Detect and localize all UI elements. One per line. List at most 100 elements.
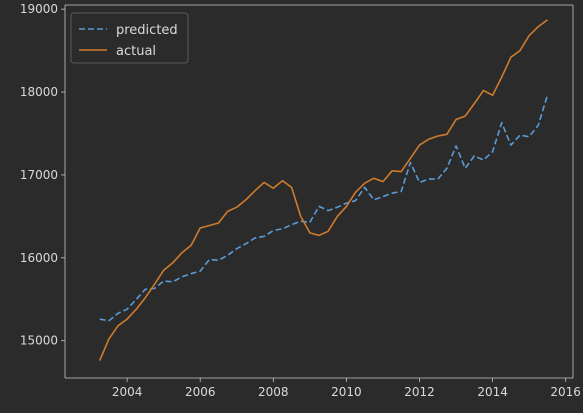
data-point-predicted <box>199 270 201 272</box>
data-point-actual <box>181 252 183 254</box>
data-point-predicted <box>273 230 275 232</box>
y-tick-label: 16000 <box>20 251 58 265</box>
x-tick-label: 2004 <box>112 385 143 399</box>
data-point-actual <box>391 170 393 172</box>
data-point-actual <box>145 297 147 299</box>
data-point-predicted <box>282 228 284 230</box>
data-point-predicted <box>346 202 348 204</box>
data-point-predicted <box>236 248 238 250</box>
data-point-actual <box>519 50 521 52</box>
data-point-actual <box>373 177 375 179</box>
data-point-actual <box>209 225 211 227</box>
data-point-actual <box>236 206 238 208</box>
series-line-predicted <box>99 95 549 322</box>
data-point-predicted <box>117 313 119 315</box>
data-point-actual <box>492 95 494 97</box>
data-point-actual <box>163 269 165 271</box>
axes-layer <box>64 4 574 379</box>
data-point-predicted <box>209 259 211 261</box>
data-point-predicted <box>172 281 174 283</box>
data-point-predicted <box>510 144 512 146</box>
data-point-predicted <box>136 299 138 301</box>
data-point-predicted <box>309 221 311 223</box>
data-point-actual <box>428 139 430 141</box>
data-point-predicted <box>483 159 485 161</box>
x-ticks: 2004 2006 2008 2010 2012 2014 2016 <box>112 378 581 399</box>
data-point-actual <box>501 76 503 78</box>
data-point-predicted <box>455 145 457 147</box>
legend-label-predicted: predicted <box>116 23 178 38</box>
data-point-predicted <box>154 288 156 290</box>
data-point-predicted <box>547 95 549 97</box>
data-point-actual <box>172 262 174 264</box>
data-point-actual <box>126 318 128 320</box>
data-point-predicted <box>190 273 192 275</box>
data-point-predicted <box>492 151 494 153</box>
data-point-predicted <box>126 308 128 310</box>
data-point-actual <box>483 90 485 92</box>
data-point-actual <box>446 134 448 136</box>
data-point-actual <box>273 187 275 189</box>
data-point-predicted <box>254 237 256 239</box>
series-line-actual <box>98 19 548 361</box>
plot-background <box>65 5 573 378</box>
data-point-predicted <box>538 124 540 126</box>
data-point-actual <box>199 227 201 229</box>
data-point-actual <box>309 232 311 234</box>
x-tick-label: 2006 <box>185 385 216 399</box>
data-point-actual <box>437 135 439 137</box>
data-point-actual <box>346 206 348 208</box>
data-point-predicted <box>245 243 247 245</box>
data-point-predicted <box>419 182 421 184</box>
data-point-actual <box>410 158 412 160</box>
data-point-actual <box>263 182 265 184</box>
data-point-actual <box>327 231 329 233</box>
data-point-actual <box>108 338 110 340</box>
data-point-predicted <box>428 178 430 180</box>
data-point-actual <box>245 199 247 201</box>
data-point-predicted <box>355 200 357 202</box>
data-point-actual <box>190 245 192 247</box>
data-point-predicted <box>263 236 265 238</box>
y-tick-label: 15000 <box>20 334 58 348</box>
data-point-actual <box>154 284 156 286</box>
data-point-predicted <box>108 320 110 322</box>
data-point-actual <box>117 325 119 327</box>
data-point-predicted <box>337 206 339 208</box>
data-point-predicted <box>501 122 503 124</box>
data-point-predicted <box>291 224 293 226</box>
data-point-actual <box>318 235 320 237</box>
x-tick-label: 2014 <box>477 385 508 399</box>
data-point-actual <box>291 187 293 189</box>
data-point-predicted <box>300 221 302 223</box>
x-tick-label: 2010 <box>331 385 362 399</box>
data-point-actual <box>400 171 402 173</box>
data-point-actual <box>547 19 549 21</box>
data-point-actual <box>474 103 476 105</box>
legend: predicted actual <box>70 12 189 64</box>
data-point-actual <box>99 360 101 362</box>
data-point-predicted <box>373 199 375 201</box>
series-layer <box>98 19 549 362</box>
data-point-predicted <box>327 210 329 212</box>
data-point-predicted <box>227 255 229 257</box>
data-point-actual <box>136 308 138 310</box>
y-ticks: 15000 16000 17000 18000 19000 <box>20 2 65 348</box>
data-point-predicted <box>163 280 165 282</box>
data-point-predicted <box>318 206 320 208</box>
data-point-actual <box>528 35 530 37</box>
data-point-predicted <box>519 134 521 136</box>
data-point-predicted <box>181 276 183 278</box>
data-point-actual <box>455 119 457 121</box>
data-point-actual <box>218 222 220 224</box>
data-point-actual <box>355 192 357 194</box>
data-point-predicted <box>446 168 448 170</box>
data-point-actual <box>300 216 302 218</box>
data-point-actual <box>282 180 284 182</box>
data-point-actual <box>382 181 384 183</box>
data-point-predicted <box>437 178 439 180</box>
data-point-predicted <box>218 260 220 262</box>
x-tick-label: 2008 <box>258 385 289 399</box>
data-point-predicted <box>474 155 476 157</box>
data-point-predicted <box>99 318 101 320</box>
